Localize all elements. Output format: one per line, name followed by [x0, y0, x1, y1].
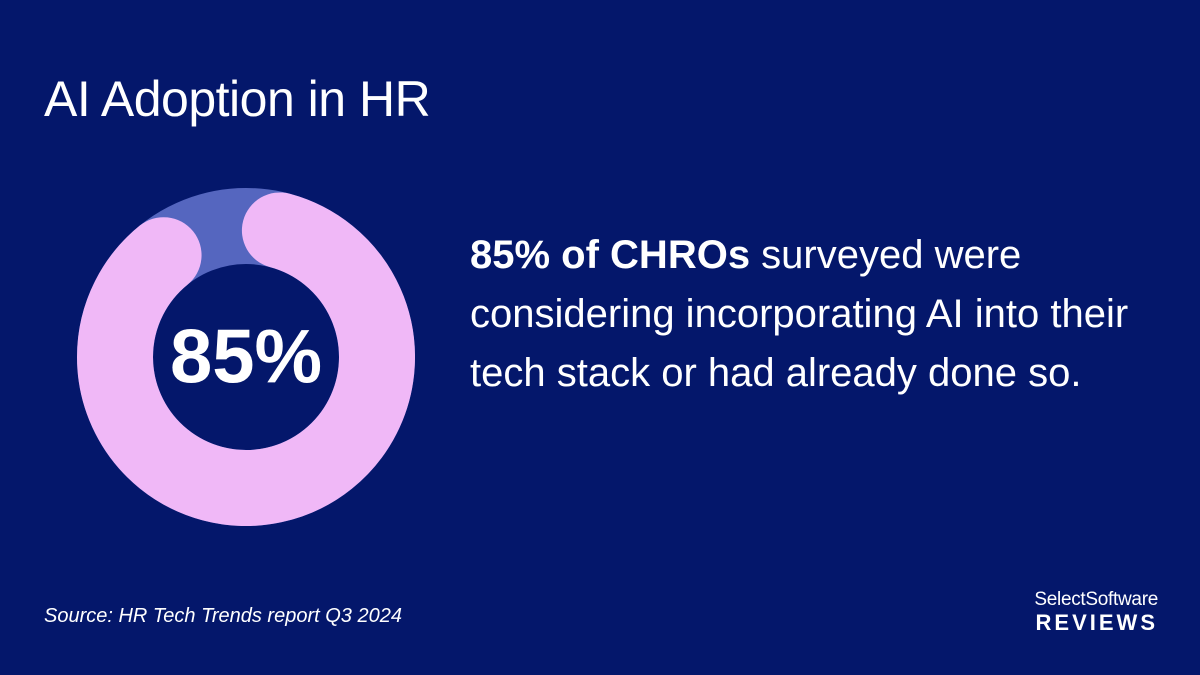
- donut-chart: 85%: [77, 188, 415, 526]
- brand-logo: SelectSoftware REVIEWS: [1034, 590, 1158, 634]
- donut-center-label: 85%: [170, 315, 322, 400]
- brand-logo-top: SelectSoftware: [1034, 589, 1158, 610]
- statement-rest: surveyed were considering incorporating …: [470, 233, 1129, 395]
- chart-title: AI Adoption in HR: [44, 71, 431, 127]
- brand-logo-bottom: REVIEWS: [1035, 610, 1158, 635]
- source-note: Source: HR Tech Trends report Q3 2024: [44, 605, 402, 627]
- donut-chart-svg: 85%: [77, 188, 415, 526]
- statement-highlight: 85% of CHROs: [470, 233, 751, 277]
- donut-value-slice: [77, 192, 415, 526]
- statement-text: 85% of CHROs surveyed were considering i…: [470, 226, 1170, 403]
